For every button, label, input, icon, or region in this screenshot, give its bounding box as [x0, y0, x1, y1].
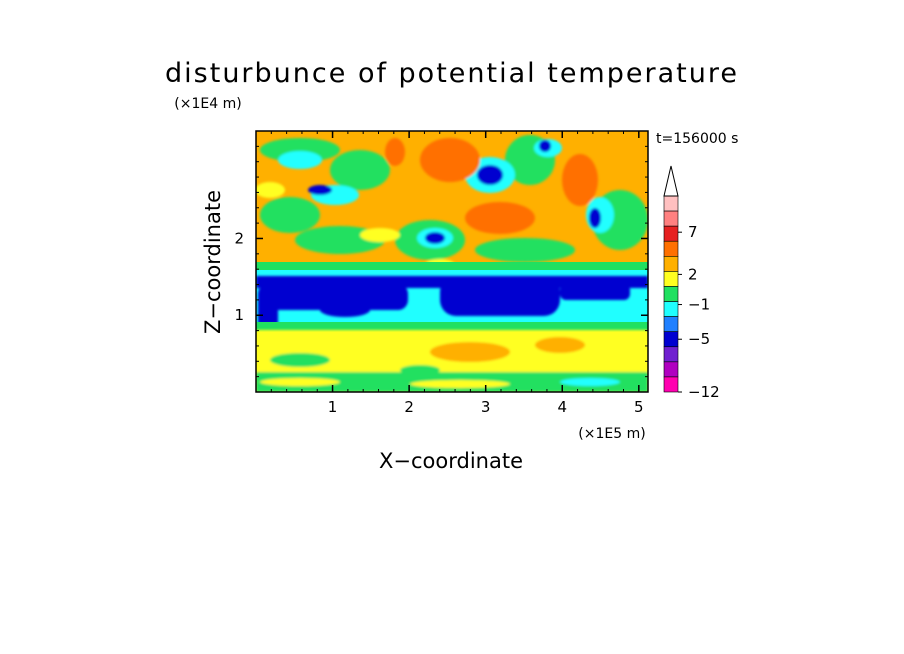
x-unit-label: (×1E5 m): [578, 426, 645, 442]
band-deep-blue-lobe: [320, 303, 370, 317]
wave-orange-3: [562, 154, 598, 206]
wave-blue-2: [308, 185, 332, 195]
wave-blue-4: [539, 140, 551, 152]
bottom-yellow-2: [410, 380, 510, 388]
y-unit-label: (×1E4 m): [174, 96, 241, 112]
colorbar-swatch: [663, 195, 679, 212]
lower-orange-1: [430, 342, 510, 362]
colorbar-label: 7: [688, 223, 698, 241]
band-deep-blue-edge: [258, 300, 278, 324]
plot-area: [256, 131, 648, 392]
colorbar-swatch: [663, 210, 679, 227]
bottom-yellow-1: [260, 378, 340, 386]
x-axis-label: X−coordinate: [379, 449, 523, 473]
x-axis: 1 2 3 4 5: [270, 131, 644, 416]
colorbar-label: −5: [688, 330, 710, 348]
y-axis-label: Z−coordinate: [201, 190, 225, 334]
colorbar-swatch: [663, 316, 679, 332]
y-axis: 12: [234, 145, 648, 378]
colorbar-extend-arrow: [663, 165, 679, 197]
wave-blue-5: [589, 208, 601, 228]
colorbar-swatch: [663, 301, 679, 317]
y-tick-label: 1: [234, 306, 244, 324]
plot-frame: [255, 130, 649, 393]
wave-blue-1: [477, 165, 503, 185]
band-deep-blue-right: [560, 284, 630, 300]
colorbar-swatch: [663, 346, 679, 363]
colorbar-label: −12: [688, 383, 720, 401]
colorbar-swatch: [663, 256, 679, 272]
colorbar-swatch: [663, 331, 679, 348]
bottom-cyan: [560, 378, 620, 386]
band-deep-blue-center: [440, 276, 560, 316]
colorbar: 7 2 −1 −5 −12: [663, 165, 720, 401]
colorbar-swatch: [663, 286, 679, 302]
colorbar-swatch: [663, 271, 679, 287]
colorbar-label: −1: [688, 296, 710, 314]
wave-green-8: [475, 238, 575, 262]
wave-yellow-1: [256, 182, 285, 198]
colorbar-label: 2: [688, 265, 698, 283]
lower-green-1: [270, 353, 330, 367]
colorbar-swatch: [663, 361, 679, 378]
y-tick-label: 2: [234, 229, 244, 247]
band-deep-blue-left: [258, 284, 408, 310]
wave-green-1: [260, 138, 340, 162]
wave-yellow-2: [360, 228, 400, 242]
x-tick-label: 4: [557, 398, 567, 416]
colorbar-swatch: [663, 376, 679, 393]
lower-orange-2: [535, 337, 585, 353]
chart-title: disturbunce of potential temperature: [165, 58, 739, 89]
colorbar-swatch: [663, 225, 679, 242]
x-tick-label: 5: [634, 398, 644, 416]
time-label: t=156000 s: [656, 131, 738, 147]
x-tick-label: 2: [404, 398, 414, 416]
wave-orange-2: [465, 202, 535, 234]
colorbar-swatch: [663, 240, 679, 257]
wave-blue-3: [425, 232, 445, 244]
wave-orange-4: [385, 138, 405, 166]
x-tick-label: 3: [481, 398, 491, 416]
x-tick-label: 1: [328, 398, 338, 416]
wave-cyan-1: [278, 151, 322, 169]
wave-green-2: [330, 150, 390, 190]
wave-green-3: [260, 197, 320, 233]
wave-orange-1: [420, 138, 480, 182]
band-green-lower: [256, 322, 648, 332]
